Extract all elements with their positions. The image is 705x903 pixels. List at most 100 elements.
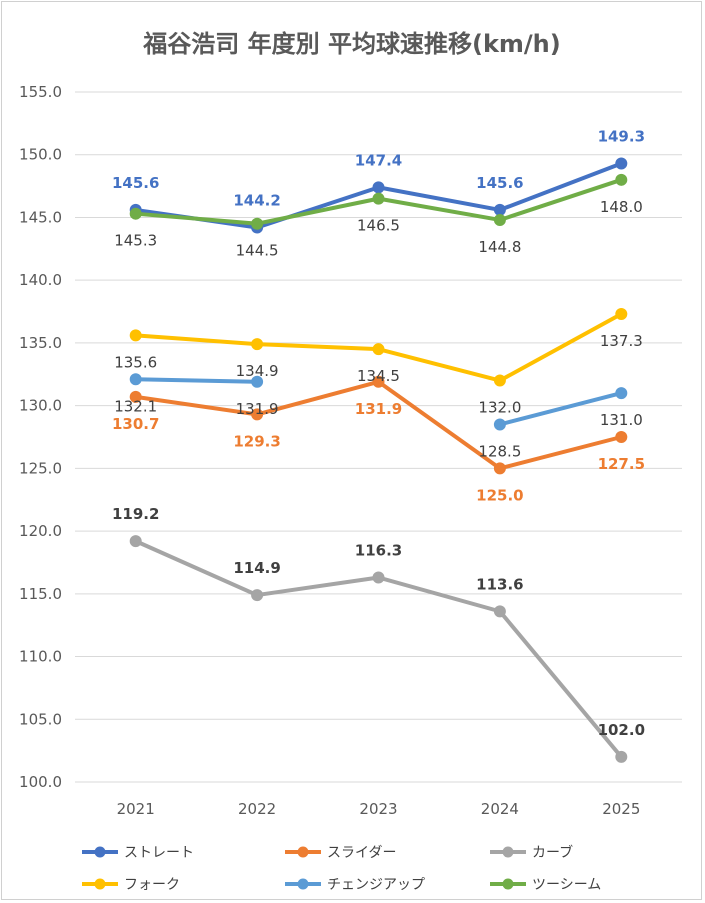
legend-item: ストレート — [82, 845, 194, 861]
data-point — [372, 343, 385, 356]
data-label: 131.9 — [355, 400, 402, 418]
data-label: 129.3 — [233, 432, 280, 450]
series-lines — [129, 157, 628, 763]
data-label: 132.0 — [478, 399, 521, 417]
data-label: 131.9 — [236, 400, 279, 418]
data-label: 132.1 — [114, 397, 157, 415]
data-label: 144.8 — [478, 238, 521, 256]
x-tick-label: 2025 — [602, 800, 640, 818]
data-label: 127.5 — [598, 455, 645, 473]
legend-label: チェンジアップ — [327, 877, 425, 893]
data-point — [251, 217, 264, 230]
data-point — [251, 338, 264, 351]
series-line — [497, 391, 624, 427]
data-label: 137.3 — [600, 332, 643, 350]
series-5 — [129, 373, 628, 431]
data-point — [129, 390, 142, 403]
data-point — [251, 408, 264, 421]
legend-label: ストレート — [124, 845, 194, 861]
legend-item: スライダー — [285, 845, 396, 861]
data-labels: 145.6 144.2 147.4 145.6 149.3 130.7 129.3 131.9… — [112, 128, 645, 739]
data-point — [372, 181, 385, 194]
legend-marker — [297, 846, 309, 858]
x-tick-label: 2024 — [481, 800, 519, 818]
data-label: 144.5 — [236, 242, 279, 260]
series-2 — [129, 375, 628, 475]
series-line — [133, 377, 260, 384]
data-label: 128.5 — [478, 442, 521, 460]
y-axis: 100.0 105.0 110.0 115.0 120.0 125.0 130.0 135.0… — [19, 83, 62, 791]
y-tick-label: 105.0 — [19, 710, 62, 728]
legend-label: フォーク — [124, 877, 180, 893]
data-label: 148.0 — [600, 198, 643, 216]
data-label: 145.3 — [114, 232, 157, 250]
y-tick-label: 155.0 — [19, 83, 62, 101]
data-label: 130.7 — [112, 415, 159, 433]
data-label: 134.5 — [357, 367, 400, 385]
data-point — [493, 213, 506, 226]
legend-item: カーブ — [490, 844, 573, 861]
data-point — [615, 387, 628, 400]
series-3 — [129, 535, 628, 763]
data-label: 144.2 — [233, 191, 280, 209]
data-point — [251, 589, 264, 602]
data-label: 116.3 — [355, 542, 402, 560]
legend-marker — [94, 878, 106, 890]
data-point — [129, 373, 142, 386]
y-tick-label: 110.0 — [19, 648, 62, 666]
data-point — [493, 605, 506, 618]
x-axis: 2021 2022 2023 2024 2025 — [117, 800, 641, 818]
y-tick-label: 135.0 — [19, 334, 62, 352]
data-point — [615, 173, 628, 186]
data-label: 114.9 — [233, 559, 280, 577]
data-point — [372, 375, 385, 388]
data-point — [615, 431, 628, 443]
data-label: 113.6 — [476, 575, 523, 593]
data-point — [251, 375, 264, 388]
data-label: 125.0 — [476, 486, 523, 504]
x-tick-label: 2022 — [238, 800, 276, 818]
data-point — [372, 571, 385, 584]
data-label: 147.4 — [355, 151, 402, 169]
y-tick-label: 100.0 — [19, 773, 62, 791]
legend-label: カーブ — [532, 844, 573, 861]
x-tick-label: 2021 — [117, 800, 155, 818]
data-label: 149.3 — [598, 128, 645, 146]
data-point — [129, 207, 142, 220]
y-tick-label: 150.0 — [19, 146, 62, 164]
data-point — [615, 157, 628, 170]
data-label: 145.6 — [112, 174, 159, 192]
data-label: 134.9 — [236, 362, 279, 380]
y-tick-label: 130.0 — [19, 397, 62, 415]
y-tick-label: 125.0 — [19, 459, 62, 477]
data-label: 146.5 — [357, 217, 400, 235]
legend-label: ツーシーム — [532, 877, 601, 893]
legend-marker — [502, 846, 514, 858]
y-tick-label: 140.0 — [19, 271, 62, 289]
data-point — [615, 750, 628, 763]
data-label: 119.2 — [112, 505, 159, 523]
data-point — [493, 374, 506, 387]
data-point — [493, 203, 506, 216]
data-label: 102.0 — [598, 721, 645, 739]
data-point — [372, 192, 385, 205]
chart-title: 福谷浩司 年度別 平均球速推移(km/h) — [142, 30, 560, 58]
y-tick-label: 145.0 — [19, 208, 62, 226]
legend-item: ツーシーム — [490, 877, 601, 893]
legend-marker — [502, 878, 514, 890]
legend-item: フォーク — [82, 877, 180, 893]
data-point — [493, 462, 506, 475]
data-point — [129, 329, 142, 342]
legend-marker — [94, 846, 106, 858]
data-point — [493, 418, 506, 431]
y-tick-label: 120.0 — [19, 522, 62, 540]
data-point — [129, 535, 142, 548]
legend-marker — [297, 878, 309, 890]
data-label: 145.6 — [476, 174, 523, 192]
data-label: 135.6 — [114, 353, 157, 371]
data-label: 131.0 — [600, 411, 643, 429]
data-point — [615, 308, 628, 321]
